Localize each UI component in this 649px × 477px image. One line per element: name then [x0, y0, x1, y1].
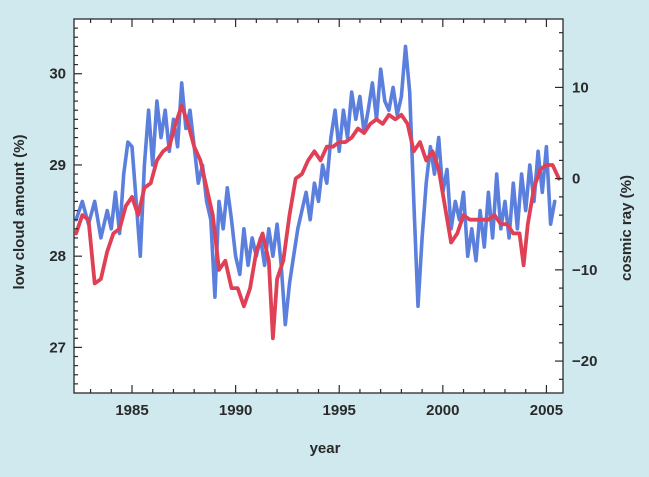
y-left-tick-label: 28	[49, 248, 66, 265]
tick-layer: 1985 1990 1995 2000 2005 27 28 29 30 −20 −10 0 10	[49, 19, 597, 419]
series-layer	[74, 44, 561, 341]
x-tick-label: 1995	[323, 402, 356, 419]
y-left-tick-label: 30	[49, 66, 66, 83]
y-right-tick-label: 10	[572, 79, 589, 96]
x-tick-label: 2005	[530, 402, 563, 419]
x-tick-label: 1990	[219, 402, 252, 419]
x-tick-label: 1985	[115, 402, 148, 419]
x-axis-title: year	[310, 440, 341, 457]
plot-area	[73, 18, 564, 394]
y-axis-left-title: low cloud amount (%)	[11, 135, 28, 290]
y-right-tick-label: 0	[572, 171, 580, 188]
y-axis-right-title: cosmic ray (%)	[618, 175, 635, 281]
y-right-tick-label: −20	[572, 353, 597, 370]
y-left-tick-label: 27	[49, 339, 66, 356]
x-tick-label: 2000	[426, 402, 459, 419]
y-right-tick-label: −10	[572, 262, 597, 279]
series-line-right	[74, 103, 561, 341]
series-line-left	[74, 44, 557, 327]
y-left-tick-label: 29	[49, 157, 66, 174]
